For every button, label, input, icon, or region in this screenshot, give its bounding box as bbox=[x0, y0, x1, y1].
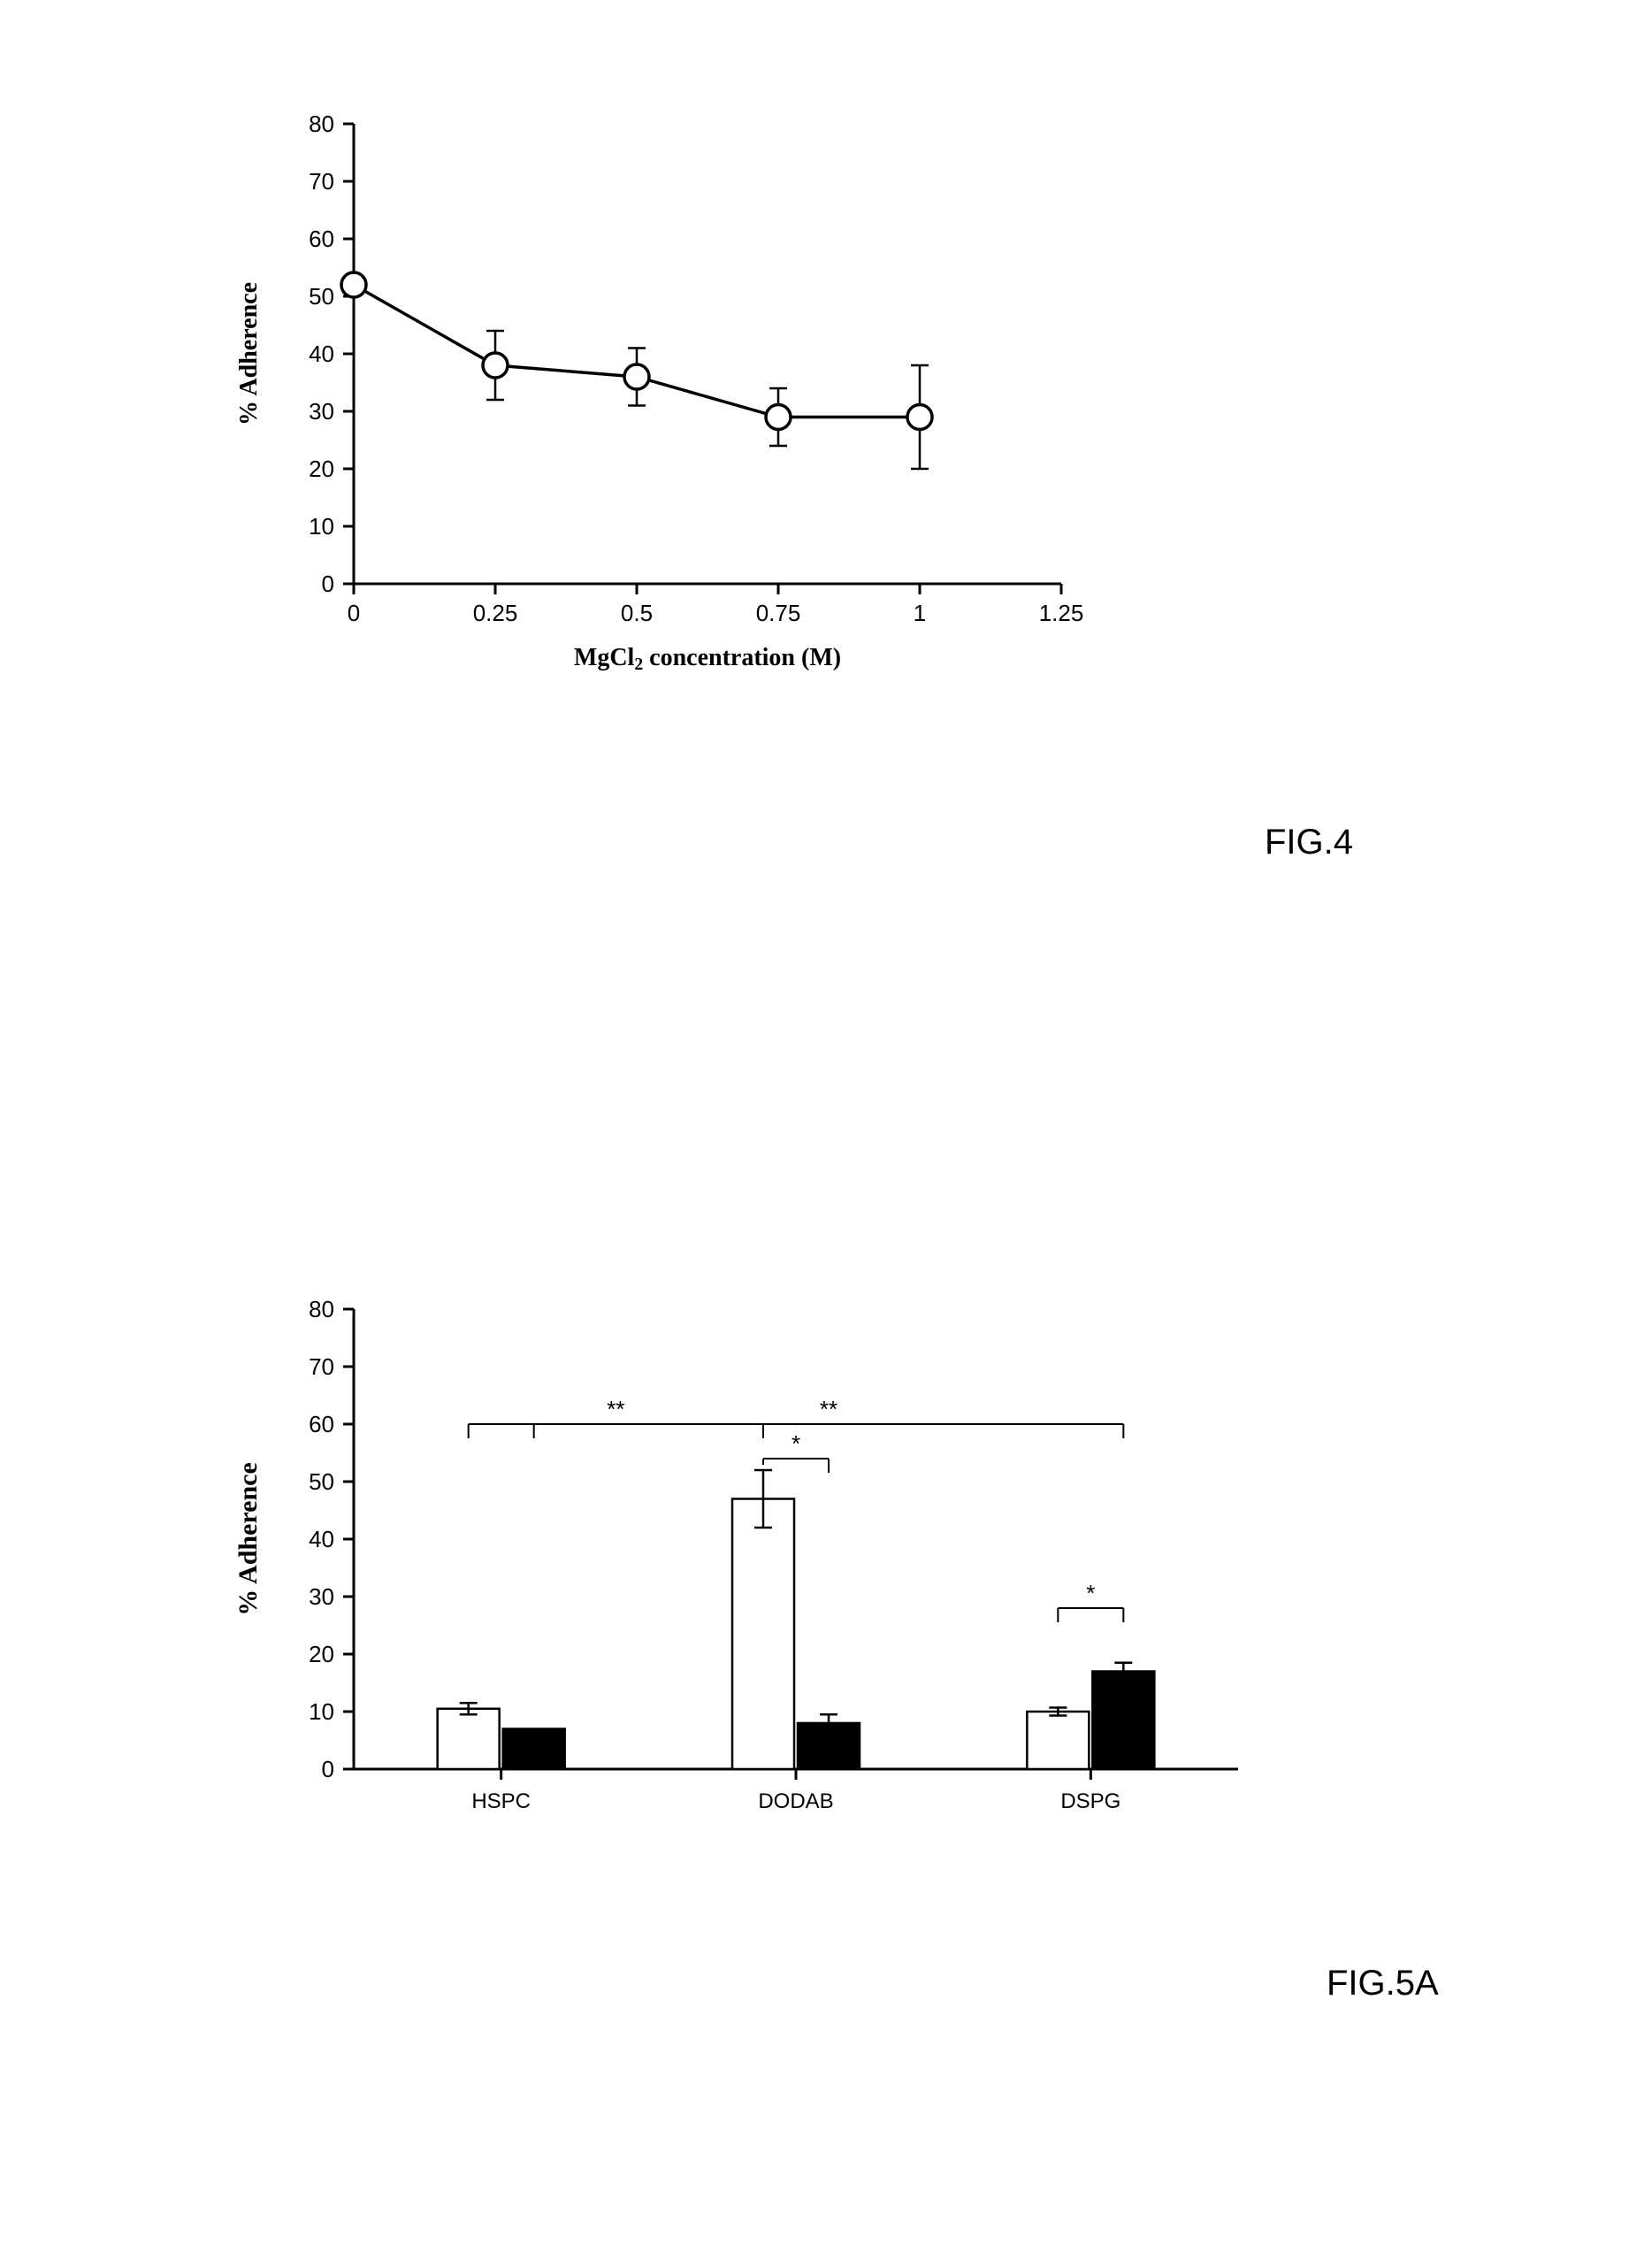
svg-text:70: 70 bbox=[309, 168, 334, 195]
svg-text:*: * bbox=[1086, 1580, 1095, 1606]
svg-text:DSPG: DSPG bbox=[1060, 1789, 1120, 1813]
svg-text:20: 20 bbox=[309, 456, 334, 482]
svg-text:0.5: 0.5 bbox=[621, 600, 653, 626]
svg-text:50: 50 bbox=[309, 1468, 334, 1495]
svg-text:60: 60 bbox=[309, 226, 334, 252]
svg-text:10: 10 bbox=[309, 1698, 334, 1725]
svg-text:30: 30 bbox=[309, 1583, 334, 1610]
svg-text:60: 60 bbox=[309, 1411, 334, 1437]
svg-text:20: 20 bbox=[309, 1641, 334, 1667]
svg-text:1.25: 1.25 bbox=[1039, 600, 1084, 626]
svg-text:*: * bbox=[792, 1430, 800, 1457]
svg-text:% Adherence: % Adherence bbox=[233, 1462, 263, 1616]
fig5a-bar-chart: 0 10 20 30 40 50 60 70 80 % Adherence HSPC DODAB DSP… bbox=[177, 1256, 1327, 1897]
svg-text:HSPC: HSPC bbox=[471, 1789, 531, 1813]
svg-text:80: 80 bbox=[309, 111, 334, 137]
svg-text:80: 80 bbox=[309, 1296, 334, 1322]
svg-text:0.75: 0.75 bbox=[756, 600, 801, 626]
fig4-line-chart: 0 10 20 30 40 50 60 70 80 0 0.25 0.5 0.75 1 1.25 % Adhe… bbox=[177, 71, 1150, 747]
svg-text:**: ** bbox=[820, 1396, 837, 1422]
svg-text:0: 0 bbox=[322, 571, 334, 597]
svg-text:70: 70 bbox=[309, 1353, 334, 1380]
fig5a-label: FIG.5A bbox=[1327, 1964, 1439, 2003]
svg-text:0: 0 bbox=[322, 1756, 334, 1782]
svg-text:MgCl2 concentration (M): MgCl2 concentration (M) bbox=[574, 644, 841, 674]
svg-text:% Adherence: % Adherence bbox=[235, 282, 263, 425]
svg-text:40: 40 bbox=[309, 341, 334, 367]
svg-text:50: 50 bbox=[309, 283, 334, 310]
svg-text:0.25: 0.25 bbox=[473, 600, 518, 626]
svg-text:10: 10 bbox=[309, 513, 334, 540]
svg-text:40: 40 bbox=[309, 1526, 334, 1552]
svg-text:30: 30 bbox=[309, 398, 334, 425]
fig4-label: FIG.4 bbox=[1265, 823, 1353, 862]
svg-text:0: 0 bbox=[348, 600, 360, 626]
svg-text:1: 1 bbox=[914, 600, 926, 626]
svg-text:DODAB: DODAB bbox=[758, 1789, 833, 1813]
svg-text:**: ** bbox=[607, 1396, 624, 1422]
